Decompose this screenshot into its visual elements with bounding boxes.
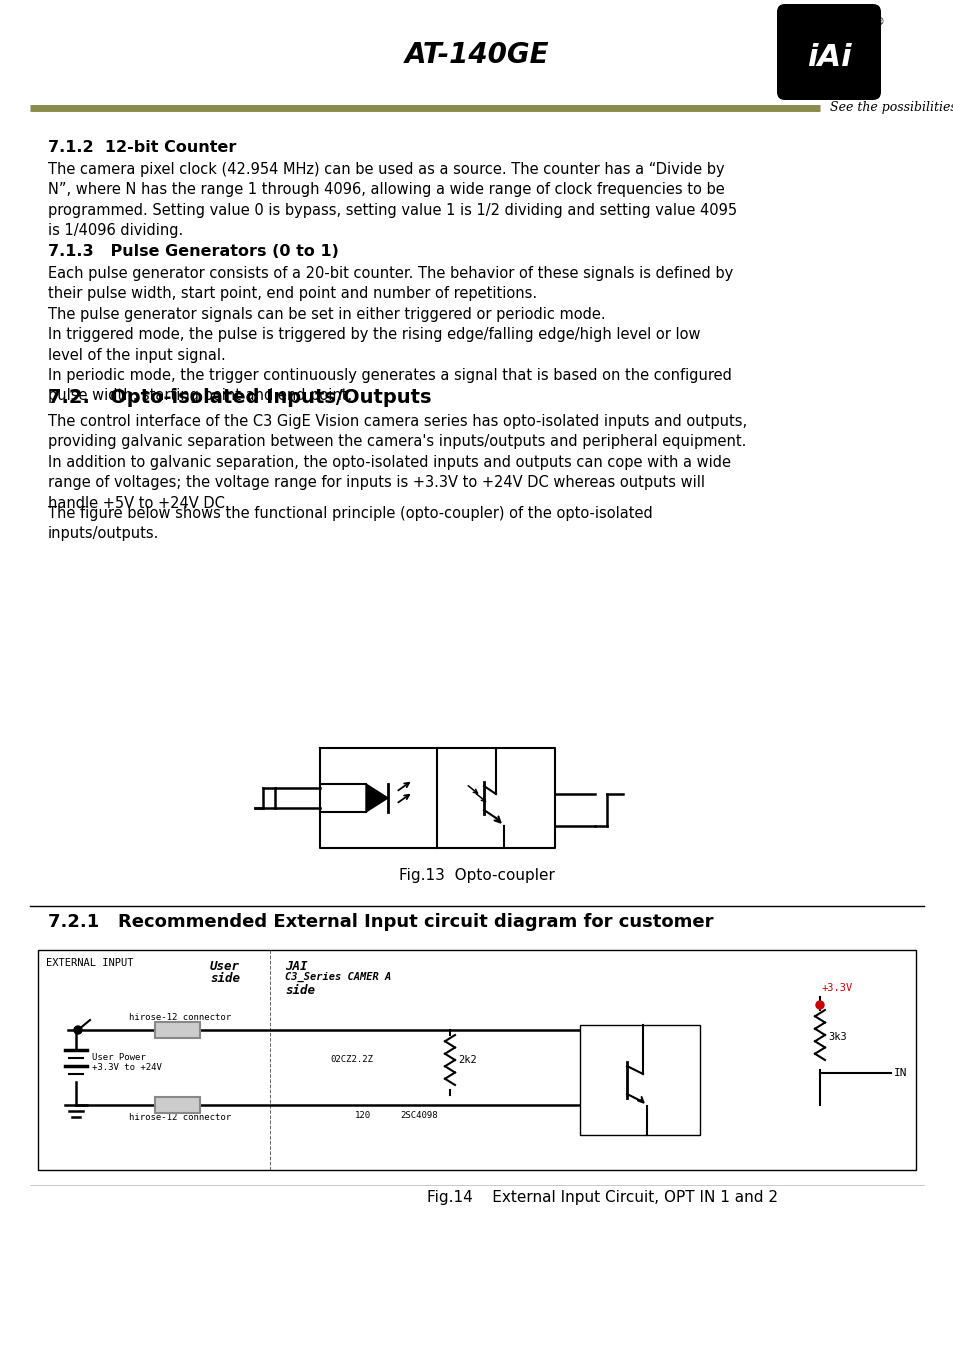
Text: User: User [210, 960, 240, 973]
Text: 7.2.   Opto-isolated Inputs/Outputs: 7.2. Opto-isolated Inputs/Outputs [48, 387, 431, 406]
Text: User Power: User Power [91, 1053, 146, 1062]
Text: 7.1.2  12-bit Counter: 7.1.2 12-bit Counter [48, 140, 236, 155]
Text: hirose-12 connector: hirose-12 connector [129, 1112, 231, 1122]
Text: side: side [285, 984, 314, 998]
Text: 120: 120 [355, 1111, 371, 1119]
Text: 3k3: 3k3 [827, 1033, 846, 1042]
Bar [154, 1022, 200, 1038]
Text: 2k2: 2k2 [457, 1054, 476, 1065]
Text: hirose-12 connector: hirose-12 connector [129, 1012, 231, 1022]
Text: 10k: 10k [625, 1027, 643, 1037]
Circle shape [815, 1000, 823, 1008]
FancyBboxPatch shape [776, 4, 880, 100]
Text: iAi: iAi [806, 42, 850, 72]
Text: The control interface of the C3 GigE Vision camera series has opto-isolated inpu: The control interface of the C3 GigE Vis… [48, 414, 746, 510]
Text: Each pulse generator consists of a 20-bit counter. The behavior of these signals: Each pulse generator consists of a 20-bi… [48, 266, 733, 404]
Text: 2SC4098: 2SC4098 [399, 1111, 437, 1119]
Text: See the possibilities: See the possibilities [829, 101, 953, 115]
Polygon shape [366, 784, 388, 811]
Text: +3.3V to +24V: +3.3V to +24V [91, 1064, 162, 1072]
Text: IN: IN [893, 1068, 906, 1077]
Text: 7.1.3   Pulse Generators (0 to 1): 7.1.3 Pulse Generators (0 to 1) [48, 244, 338, 259]
Circle shape [74, 1026, 82, 1034]
Text: Fig.13  Opto-coupler: Fig.13 Opto-coupler [398, 868, 555, 883]
Text: side: side [210, 972, 240, 986]
Bar [38, 950, 915, 1170]
Text: ®: ® [874, 18, 883, 27]
Text: C3_Series CAMER A: C3_Series CAMER A [285, 972, 391, 983]
Text: The camera pixel clock (42.954 MHz) can be used as a source. The counter has a “: The camera pixel clock (42.954 MHz) can … [48, 162, 737, 238]
Text: 7.2.1   Recommended External Input circuit diagram for customer: 7.2.1 Recommended External Input circuit… [48, 913, 713, 931]
Text: +3.3V: +3.3V [821, 983, 852, 994]
Text: EXTERNAL INPUT: EXTERNAL INPUT [46, 958, 133, 968]
Text: AT-140GE: AT-140GE [404, 40, 549, 69]
Bar [154, 1098, 200, 1112]
Text: PS8161: PS8161 [595, 1111, 626, 1119]
Text: Fig.14    External Input Circuit, OPT IN 1 and 2: Fig.14 External Input Circuit, OPT IN 1 … [427, 1189, 778, 1206]
Text: JAI: JAI [285, 960, 307, 973]
Text: The figure below shows the functional principle (opto-coupler) of the opto-isola: The figure below shows the functional pr… [48, 506, 652, 541]
Bar [579, 1025, 700, 1135]
Text: 02CZ2.2Z: 02CZ2.2Z [330, 1056, 373, 1065]
